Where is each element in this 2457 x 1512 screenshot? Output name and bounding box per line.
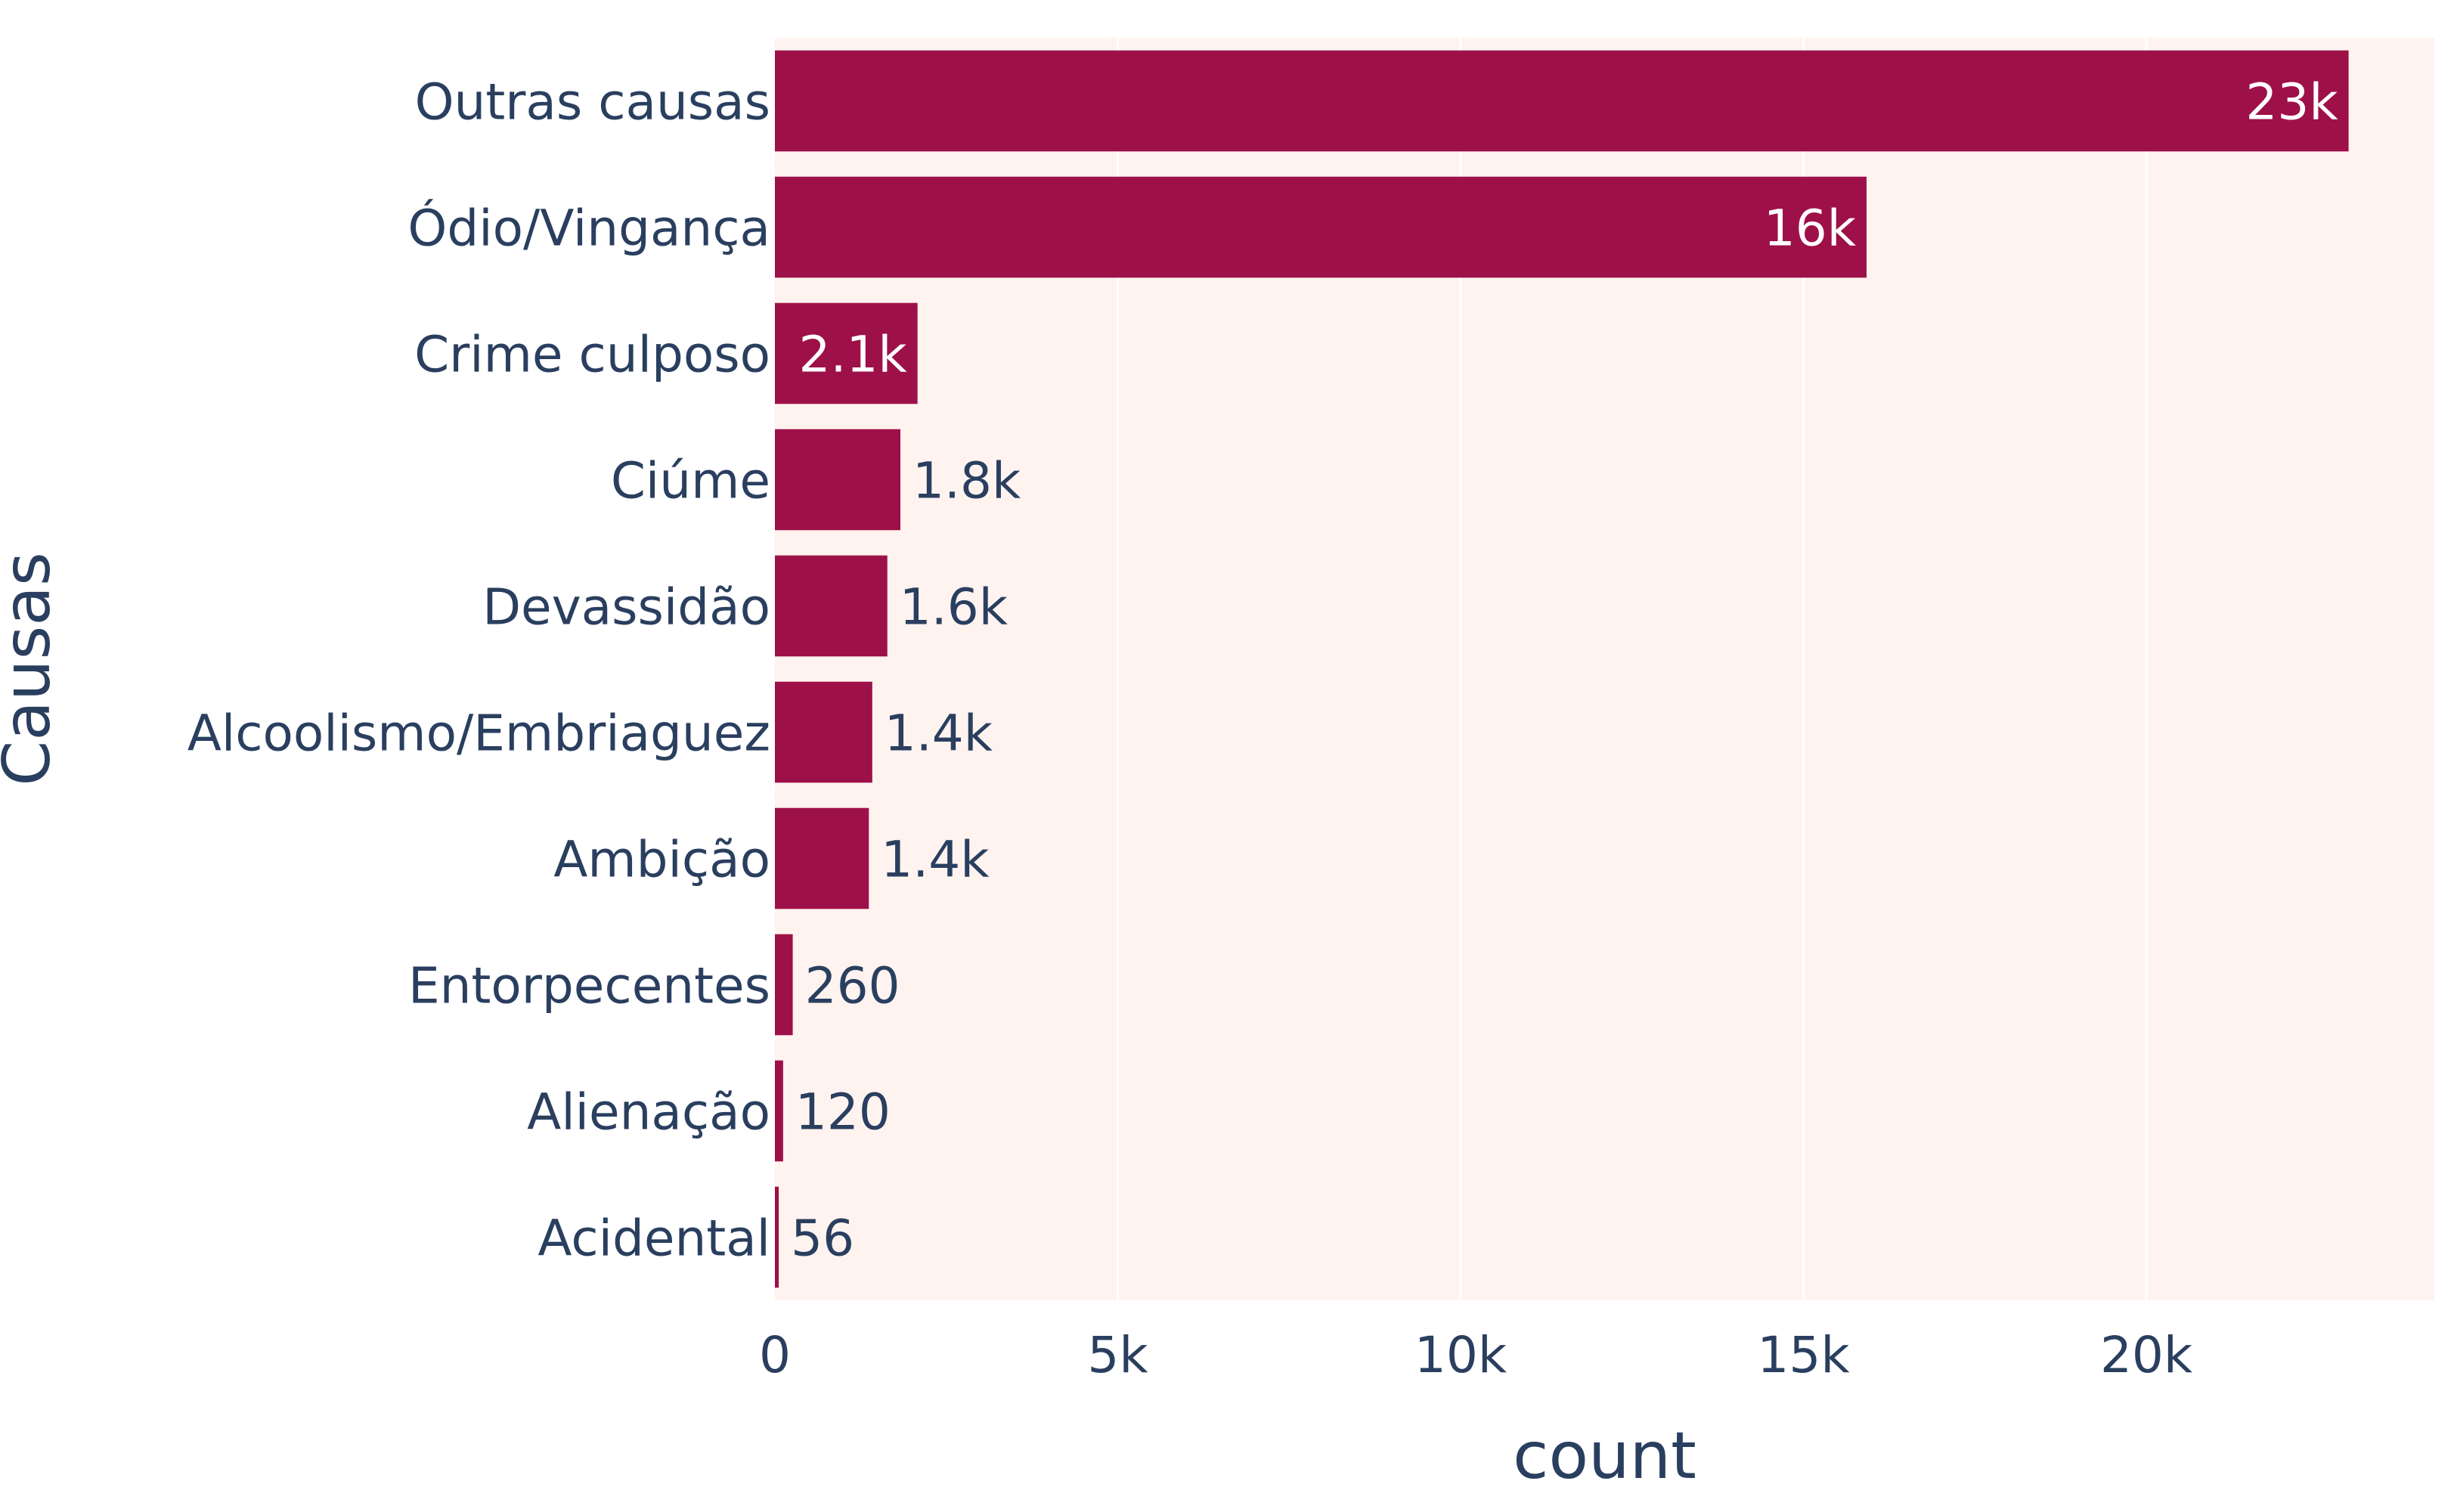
y-axis-title: Causas xyxy=(0,552,65,786)
category-label: Ódio/Vingança xyxy=(407,200,770,258)
x-tick-label: 0 xyxy=(759,1326,791,1384)
category-label: Crime culposo xyxy=(414,326,770,384)
category-label: Acidental xyxy=(538,1210,770,1268)
bar xyxy=(775,302,918,404)
bar xyxy=(775,429,900,531)
data-label: 56 xyxy=(791,1210,854,1268)
bar xyxy=(775,934,793,1036)
category-label: Outras causas xyxy=(415,73,770,132)
bar xyxy=(775,555,888,657)
data-label: 16k xyxy=(1764,200,1857,258)
bar xyxy=(775,1186,779,1288)
x-tick-labels: 0 5k 10k 15k 20k xyxy=(759,1326,2193,1384)
category-label: Devassidão xyxy=(482,578,770,637)
data-label: 260 xyxy=(805,957,900,1015)
bar xyxy=(775,681,872,783)
bars: 23k 16k 2.1k 1.8k 1.6k 1.4k 1.4k 260 120 56 xyxy=(775,50,2349,1288)
data-label: 1.4k xyxy=(881,831,990,889)
bar xyxy=(775,50,2349,152)
data-label: 1.6k xyxy=(900,578,1009,637)
x-tick-label: 10k xyxy=(1414,1326,1507,1384)
bar xyxy=(775,1060,783,1162)
x-tick-label: 20k xyxy=(2100,1326,2193,1384)
data-label: 2.1k xyxy=(798,326,907,384)
category-label: Alcoolismo/Embriaguez xyxy=(187,705,770,763)
data-label: 1.8k xyxy=(912,452,1021,510)
data-label: 120 xyxy=(795,1083,891,1142)
x-tick-label: 5k xyxy=(1087,1326,1148,1384)
category-label: Ciúme xyxy=(611,452,770,510)
data-label: 1.4k xyxy=(885,705,993,763)
category-labels: Outras causas Ódio/Vingança Crime culposo C… xyxy=(187,73,770,1268)
bar xyxy=(775,807,869,909)
data-label: 23k xyxy=(2245,73,2338,132)
bar xyxy=(775,176,1867,278)
x-axis-title: count xyxy=(1513,1418,1696,1494)
category-label: Alienação xyxy=(527,1083,770,1142)
x-tick-label: 15k xyxy=(1757,1326,1850,1384)
category-label: Entorpecentes xyxy=(408,957,770,1015)
category-label: Ambição xyxy=(553,831,770,889)
